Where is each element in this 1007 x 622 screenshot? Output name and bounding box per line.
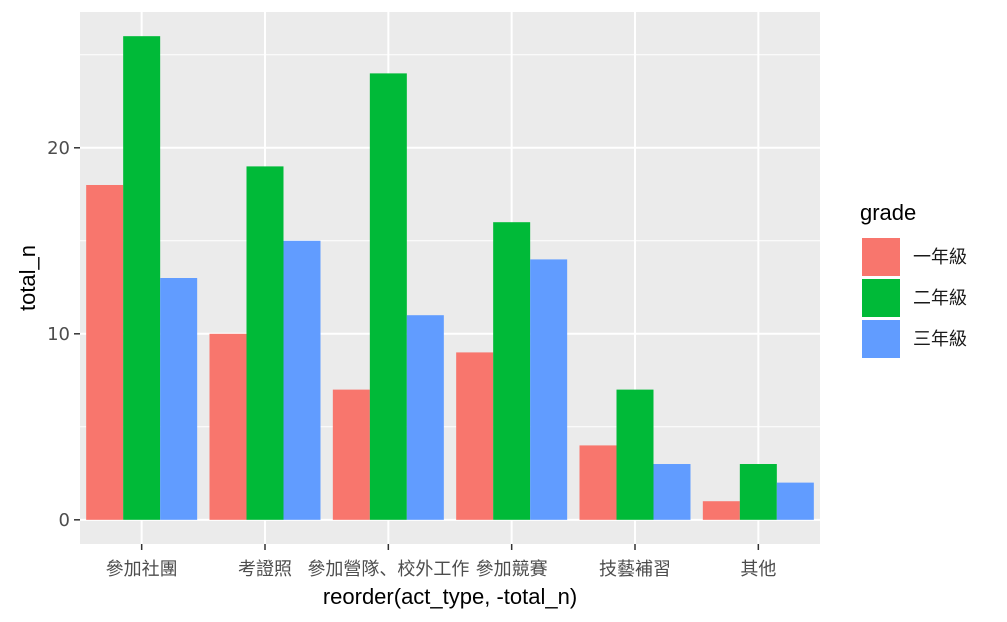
- x-tick-label: 考證照: [238, 559, 292, 580]
- legend-title: grade: [860, 200, 916, 225]
- legend-key: [862, 320, 900, 358]
- y-axis-title: total_n: [15, 245, 40, 311]
- legend-key: [862, 279, 900, 317]
- bar: [702, 501, 740, 520]
- plot-panel: [80, 12, 820, 544]
- bar: [739, 464, 777, 520]
- y-tick-label: 10: [47, 324, 70, 345]
- legend-label: 一年級: [913, 247, 967, 268]
- bar: [369, 73, 407, 520]
- minor-gridlines: [80, 54, 820, 428]
- y-tick-label: 20: [47, 138, 70, 159]
- bar: [123, 36, 161, 520]
- y-tick-label: 0: [59, 510, 70, 531]
- bar: [653, 464, 691, 520]
- bar: [776, 482, 814, 520]
- x-tick-label: 技藝補習: [599, 559, 671, 580]
- bar: [86, 184, 124, 520]
- bar: [493, 222, 531, 520]
- bar: [246, 166, 284, 520]
- legend-label: 二年級: [913, 288, 967, 309]
- x-axis-ticks: 參加社團 考證照 參加營隊、校外工作 參加競賽 技藝補習 其他: [106, 544, 776, 580]
- x-tick-label: 參加營隊、校外工作: [307, 559, 469, 580]
- bar: [160, 278, 198, 520]
- bar: [530, 259, 568, 520]
- x-tick-label: 其他: [740, 559, 776, 580]
- legend-label: 三年級: [913, 329, 967, 350]
- x-tick-label: 參加競賽: [476, 558, 548, 580]
- bar: [579, 445, 617, 520]
- bar: [456, 352, 494, 520]
- legend-key: [862, 238, 900, 276]
- bar: [283, 240, 321, 520]
- bar: [406, 315, 444, 520]
- bar: [616, 389, 654, 520]
- x-axis-title: reorder(act_type, -total_n): [323, 584, 577, 609]
- y-axis-ticks: 0 10 20: [47, 138, 80, 531]
- x-tick-label: 參加社團: [106, 559, 178, 580]
- bar: [332, 389, 370, 520]
- bars: [86, 36, 814, 520]
- bar: [209, 333, 247, 520]
